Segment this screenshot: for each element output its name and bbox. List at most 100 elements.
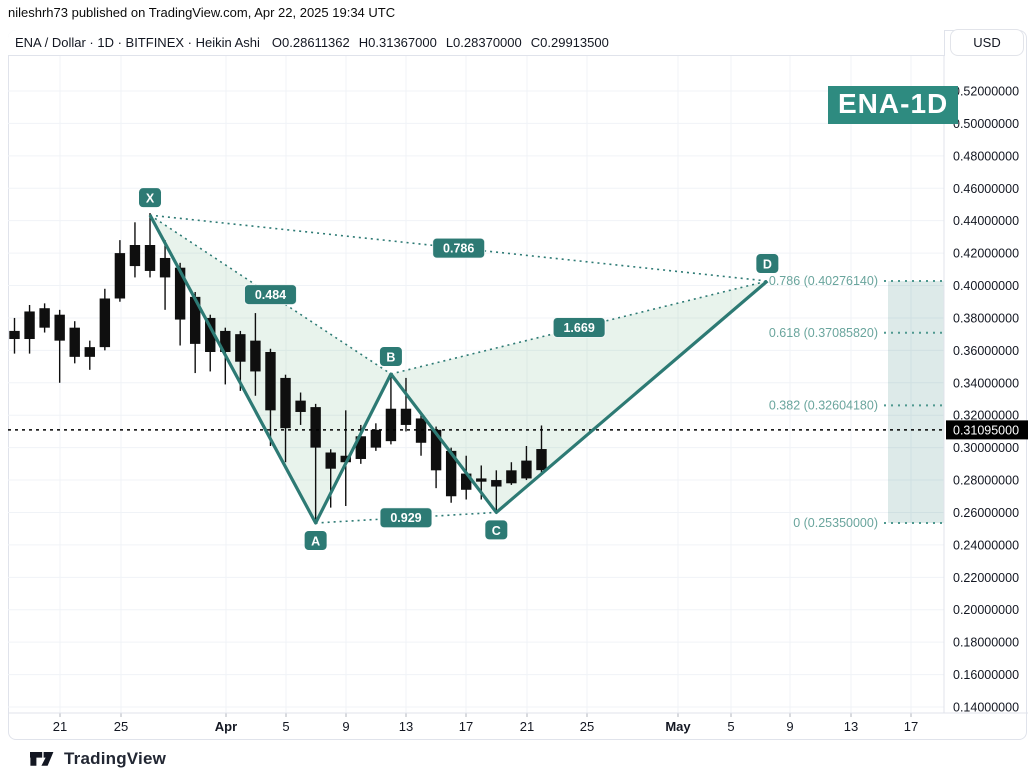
ohlc-low: L0.28370000	[445, 35, 522, 50]
ratio-label-box	[432, 237, 486, 259]
y-axis-label: 0.24000000	[953, 538, 1019, 552]
candle-body	[159, 257, 171, 278]
y-axis-label: 0.46000000	[953, 182, 1019, 196]
candle-body	[461, 473, 472, 490]
y-axis-label: 0.28000000	[953, 474, 1019, 488]
price-chart[interactable]: 0.52000000 0.50000000 0.48000000 0.46000000…	[8, 56, 1028, 740]
fib-level-label: 0.618 (0.37085820)	[769, 326, 878, 340]
candle	[400, 377, 412, 432]
candle	[69, 321, 80, 364]
candle	[159, 240, 171, 310]
candle-body	[144, 245, 156, 271]
candle	[114, 240, 126, 302]
pattern-point-label: B	[386, 351, 395, 365]
ratio-label: 0.786	[443, 242, 474, 256]
y-axis-label: 0.34000000	[953, 376, 1019, 390]
fib-level-label: 0.786 (0.40276140)	[769, 274, 878, 288]
candle-body	[370, 429, 382, 448]
y-axis-label: 0.42000000	[953, 247, 1019, 261]
candle-body	[445, 450, 457, 497]
candle-body	[280, 377, 291, 429]
x-axis-label: 5	[282, 719, 289, 734]
candle	[370, 423, 382, 451]
candle	[310, 403, 321, 524]
y-axis-label: 0.16000000	[953, 668, 1019, 682]
candle-body	[174, 267, 186, 320]
candle	[84, 340, 95, 370]
x-axis-label: 17	[904, 719, 918, 734]
candle	[415, 415, 427, 456]
tradingview-link[interactable]: TradingView	[30, 749, 166, 769]
candle-body	[536, 449, 547, 471]
candle-body	[129, 245, 141, 267]
symbol-bar: ENA / Dollar · 1D · BITFINEX · Heikin As…	[8, 30, 945, 56]
x-axis-label: 9	[786, 719, 793, 734]
pattern-dotted-line	[149, 214, 768, 282]
candle	[39, 303, 50, 333]
candle	[189, 292, 201, 374]
ratio-label-box	[552, 317, 606, 339]
candle	[536, 425, 547, 475]
candle	[521, 446, 532, 481]
candle-body	[24, 311, 35, 340]
pattern-point-label-box	[485, 520, 508, 540]
y-axis-label: 0.14000000	[953, 701, 1019, 715]
candle	[129, 222, 141, 278]
candle	[9, 317, 20, 354]
x-axis-label: 9	[342, 719, 349, 734]
x-axis-label: 13	[844, 719, 858, 734]
candle-body	[54, 314, 65, 341]
candle	[250, 313, 261, 396]
candle-body	[189, 296, 201, 344]
ohlc-close: C0.29913500	[530, 35, 609, 50]
y-axis-label: 0.22000000	[953, 571, 1019, 585]
ratio-label: 0.929	[390, 511, 421, 525]
y-axis-label: 0.44000000	[953, 214, 1019, 228]
currency-button[interactable]: USD	[950, 29, 1024, 56]
fib-band	[888, 281, 944, 524]
current-price-value: 0.31095000	[953, 423, 1019, 437]
candle-body	[521, 460, 532, 479]
candle-body	[220, 330, 231, 352]
ohlc-open: O0.28611362	[271, 35, 350, 50]
symbol-watermark: ENA-1D	[828, 86, 959, 124]
candle	[144, 213, 156, 278]
candle-body	[385, 408, 397, 442]
current-price-badge	[946, 420, 1028, 440]
x-axis-label: 25	[580, 719, 594, 734]
pattern-point-label: C	[492, 524, 501, 538]
candle-body	[430, 429, 442, 471]
pattern-point-label: A	[311, 535, 320, 549]
candle	[491, 470, 502, 514]
fib-level-label: 0.382 (0.32604180)	[769, 398, 878, 412]
candle	[265, 348, 276, 447]
y-axis-label: 0.50000000	[953, 117, 1019, 131]
pattern-point-label: D	[763, 258, 772, 272]
y-axis-label: 0.20000000	[953, 603, 1019, 617]
candle-body	[205, 317, 216, 352]
candle-body	[400, 408, 412, 425]
candle	[385, 373, 397, 445]
x-axis-label: Apr	[215, 719, 237, 734]
candle	[24, 304, 35, 354]
candle-body	[295, 400, 306, 412]
candle	[445, 447, 457, 503]
candle-body	[99, 298, 111, 348]
y-axis-label: 0.52000000	[953, 85, 1019, 99]
pattern-point-label-box	[379, 347, 402, 367]
attribution: nileshrh73 published on TradingView.com,…	[8, 5, 396, 20]
ratio-label-box	[243, 284, 297, 306]
candle-body	[506, 470, 517, 484]
y-axis-label: 0.26000000	[953, 506, 1019, 520]
y-axis-label: 0.48000000	[953, 149, 1019, 163]
ratio-label-box	[379, 507, 433, 529]
candle	[54, 309, 65, 383]
ohlc-high: H0.31367000	[358, 35, 437, 50]
candle-body	[355, 436, 367, 459]
candle-body	[250, 340, 261, 372]
symbol-title: ENA / Dollar · 1D · BITFINEX · Heikin As…	[15, 35, 260, 50]
candle-body	[39, 308, 50, 328]
x-axis-label: May	[665, 719, 691, 734]
candle	[295, 392, 306, 425]
ratio-label: 0.484	[255, 288, 286, 302]
